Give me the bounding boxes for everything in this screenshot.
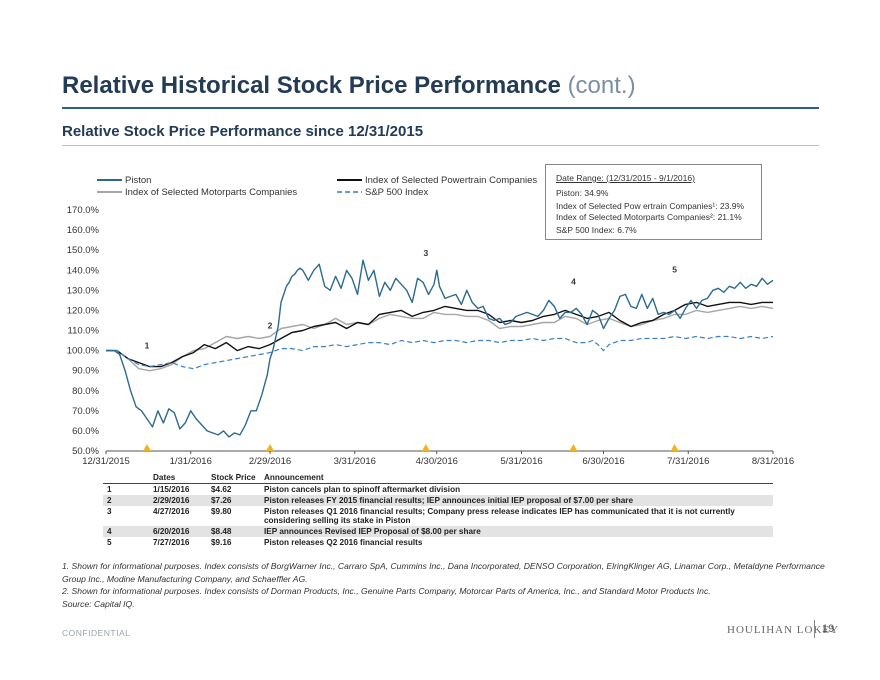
event-marker-label: 5 [672, 264, 677, 274]
footnote-source: Source: Capital IQ. [62, 598, 135, 609]
series-line-3 [106, 335, 774, 370]
col-header-dates: Dates [149, 472, 207, 484]
footer-divider [814, 620, 815, 638]
event-marker-triangle [266, 444, 275, 451]
cell-date: 6/20/2016 [149, 526, 207, 537]
x-tick-label: 7/31/2016 [667, 456, 709, 467]
footnotes: 1. Shown for informational purposes. Ind… [62, 560, 832, 610]
cell-announcement: Piston releases Q2 2016 financial result… [264, 538, 423, 547]
cell-announcement: Piston cancels plan to spinoff aftermark… [264, 485, 461, 494]
event-marker-label: 1 [145, 341, 150, 351]
series-line-2 [106, 305, 774, 372]
col-header-num [103, 472, 149, 484]
stats-date-range: Date Range: (12/31/2015 - 9/1/2016) [556, 173, 695, 183]
y-tick-label: 80.0% [72, 386, 99, 397]
event-marker-triangle [569, 444, 578, 451]
table-row: 4 6/20/2016 $8.48 IEP announces Revised … [103, 526, 773, 537]
cell-date: 4/27/2016 [153, 507, 190, 516]
col-header-announcement: Announcement [260, 472, 773, 484]
x-tick-label: 5/31/2016 [500, 456, 542, 467]
x-tick-label: 1/31/2016 [170, 456, 212, 467]
table-row: 3 4/27/2016 $9.80 Piston releases Q1 201… [103, 506, 773, 526]
y-tick-label: 50.0% [72, 446, 99, 457]
events-table: Dates Stock Price Announcement 1 1/15/20… [103, 472, 773, 548]
subtitle-divider [62, 145, 819, 146]
stats-line: Index of Selected Motorparts Companies²:… [556, 212, 742, 222]
brand-logo: HOULIHAN LOKEY [727, 624, 840, 636]
y-tick-label: 170.0% [67, 205, 100, 216]
cell-price: $7.26 [207, 495, 260, 506]
y-tick-label: 120.0% [67, 305, 100, 316]
series-line-0 [106, 259, 774, 438]
cell-date: 1/15/2016 [153, 485, 190, 494]
chart-subtitle: Relative Stock Price Performance since 1… [62, 123, 424, 140]
cell-announcement: Piston releases FY 2015 financial result… [260, 495, 773, 506]
title-divider [62, 107, 819, 109]
cell-num: 4 [103, 526, 149, 537]
page-title-text: Relative Historical Stock Price Performa… [62, 72, 561, 99]
table-row: 1 1/15/2016 $4.62 Piston cancels plan to… [103, 484, 773, 496]
table-row: 5 7/27/2016 $9.16 Piston releases Q2 201… [103, 537, 773, 548]
y-tick-label: 60.0% [72, 426, 99, 437]
page-title: Relative Historical Stock Price Performa… [62, 72, 636, 100]
series-layer [106, 259, 774, 438]
x-tick-label: 2/29/2016 [249, 456, 291, 467]
event-markers: 1 2 3 4 5 [143, 248, 679, 451]
x-tick-label: 4/30/2016 [416, 456, 458, 467]
cell-price: $9.80 [211, 507, 232, 516]
col-header-price: Stock Price [207, 472, 260, 484]
cell-num: 2 [103, 495, 149, 506]
cell-num: 3 [107, 507, 112, 516]
x-tick-label: 8/31/2016 [752, 456, 794, 467]
events-table-header: Dates Stock Price Announcement [103, 472, 773, 484]
table-row: 2 2/29/2016 $7.26 Piston releases FY 201… [103, 495, 773, 506]
y-tick-label: 90.0% [72, 366, 99, 377]
y-tick-label: 150.0% [67, 245, 100, 256]
y-tick-label: 70.0% [72, 406, 99, 417]
legend-label-motorparts: Index of Selected Motorparts Companies [125, 187, 297, 198]
x-axis: 12/31/2015 1/31/2016 2/29/2016 3/31/2016 4/3… [82, 450, 794, 467]
footnote: 1. Shown for informational purposes. Ind… [62, 561, 825, 584]
chart-legend: Piston Index of Selected Powertrain Comp… [97, 175, 537, 198]
cell-announcement: IEP announces Revised IEP Proposal of $8… [260, 526, 773, 537]
cell-price: $4.62 [211, 485, 232, 494]
stats-box: Date Range: (12/31/2015 - 9/1/2016) Pist… [545, 164, 762, 240]
cell-announcement: Piston releases Q1 2016 financial result… [264, 507, 735, 525]
y-tick-label: 110.0% [67, 326, 99, 337]
cell-num: 5 [107, 538, 112, 547]
stats-line: Piston: 34.9% [556, 188, 609, 198]
legend-label-powertrain: Index of Selected Powertrain Companies [365, 175, 537, 186]
y-tick-label: 160.0% [67, 225, 100, 236]
cell-price: $9.16 [211, 538, 232, 547]
y-tick-label: 140.0% [67, 265, 100, 276]
stats-line: S&P 500 Index: 6.7% [556, 225, 637, 235]
footnote: 2. Shown for informational purposes. Ind… [62, 586, 711, 596]
event-marker-label: 4 [571, 276, 576, 286]
y-axis: 50.0% 60.0% 70.0% 80.0% 90.0% 100.0% 110.0% 120… [67, 205, 100, 457]
event-marker-label: 3 [423, 248, 428, 258]
x-tick-label: 3/31/2016 [334, 456, 376, 467]
confidential-label: CONFIDENTIAL [62, 628, 131, 638]
cell-date: 7/27/2016 [153, 538, 190, 547]
event-marker-triangle [670, 444, 679, 451]
event-marker-label: 2 [268, 321, 273, 331]
legend-label-sp500: S&P 500 Index [365, 187, 428, 198]
event-marker-triangle [421, 444, 430, 451]
event-marker-triangle [143, 444, 152, 451]
cell-num: 1 [107, 485, 112, 494]
x-tick-label: 12/31/2015 [82, 456, 130, 467]
cell-date: 2/29/2016 [149, 495, 207, 506]
cell-price: $8.48 [207, 526, 260, 537]
series-line-1 [106, 301, 773, 368]
y-tick-label: 100.0% [67, 346, 100, 357]
stats-line: Index of Selected Pow ertrain Companies¹… [556, 201, 745, 211]
x-tick-label: 6/30/2016 [582, 456, 624, 467]
page-title-cont: (cont.) [567, 72, 636, 99]
legend-label-piston: Piston [125, 175, 151, 186]
page-number: 19 [822, 623, 835, 635]
y-tick-label: 130.0% [67, 285, 100, 296]
